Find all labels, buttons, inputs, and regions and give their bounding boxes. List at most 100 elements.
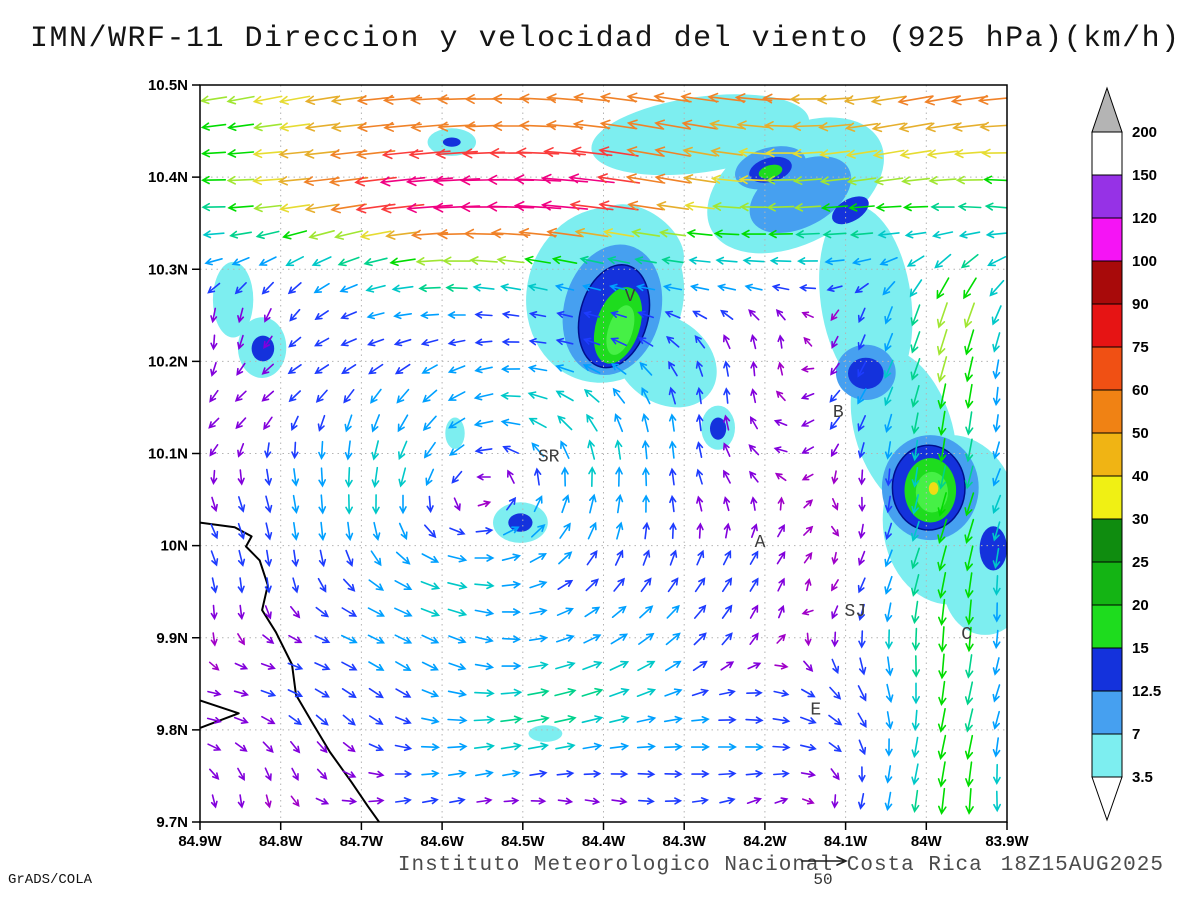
- wind-arrow: [964, 356, 974, 383]
- wind-arrow: [983, 175, 1007, 185]
- wind-arrow: [694, 577, 706, 593]
- wind-arrow: [559, 522, 571, 539]
- wind-arrow: [459, 175, 508, 186]
- wind-arrow: [911, 600, 920, 625]
- wind-arrow: [734, 93, 773, 104]
- wind-arrow: [572, 119, 611, 130]
- colorbar-band: [1091, 346, 1123, 391]
- wind-arrow: [260, 689, 277, 697]
- colorbar-label: 20: [1132, 597, 1149, 614]
- wind-arrow: [712, 202, 742, 211]
- colorbar-label: 100: [1132, 253, 1157, 270]
- plot-border: [199, 84, 1008, 823]
- wind-arrow: [474, 365, 493, 374]
- wind-arrow: [637, 770, 656, 778]
- wind-arrow: [315, 389, 328, 403]
- wind-arrow: [965, 411, 974, 436]
- wind-arrow: [474, 446, 493, 454]
- wind-arrow: [937, 708, 947, 733]
- wind-arrow: [372, 494, 380, 515]
- wind-arrow: [354, 176, 397, 187]
- colorbar-band: [1091, 389, 1123, 434]
- wind-arrow: [210, 523, 219, 540]
- y-axis-label: 10.4N: [148, 169, 188, 186]
- wind-arrow: [799, 284, 817, 292]
- wind-arrow: [488, 148, 533, 159]
- wind-arrow: [635, 283, 656, 292]
- colorbar-band: [1091, 518, 1123, 563]
- wind-arrow: [800, 743, 817, 752]
- colorbar-label: 12.5: [1132, 683, 1161, 700]
- wind-arrow: [721, 632, 733, 646]
- wind-arrow: [696, 549, 705, 566]
- wind-arrow: [964, 734, 974, 760]
- wind-arrow: [368, 743, 385, 752]
- wind-arrow: [993, 790, 1001, 813]
- shaded-region: [835, 344, 896, 400]
- wind-arrow: [234, 282, 247, 295]
- wind-arrow: [801, 446, 815, 454]
- wind-arrow: [691, 716, 710, 724]
- wind-arrow: [828, 742, 842, 753]
- wind-arrow: [264, 442, 272, 459]
- wind-arrow: [432, 175, 481, 186]
- wind-arrow: [524, 255, 551, 265]
- wind-arrow: [654, 173, 691, 184]
- wind-arrow: [696, 522, 704, 539]
- wind-arrow: [368, 661, 385, 671]
- wind-arrow: [363, 257, 388, 267]
- wind-arrow: [447, 365, 466, 374]
- y-axis-label: 9.8N: [156, 722, 188, 739]
- shaded-region: [508, 513, 533, 532]
- shaded-region: [442, 137, 461, 147]
- wind-arrow: [264, 308, 272, 323]
- wind-arrow: [751, 523, 758, 538]
- wind-arrow: [749, 604, 759, 619]
- wind-arrow: [964, 545, 974, 572]
- station-label: E: [810, 701, 821, 721]
- wind-arrow: [315, 606, 330, 618]
- wind-arrow: [237, 334, 244, 351]
- shaded-region: [593, 287, 643, 364]
- wind-arrow: [749, 632, 759, 645]
- wind-arrow: [367, 634, 386, 644]
- wind-arrow: [985, 230, 1007, 239]
- wind-arrow: [291, 549, 299, 568]
- wind-arrow: [626, 146, 665, 157]
- wind-arrow: [775, 390, 786, 402]
- wind-arrow: [911, 412, 920, 435]
- wind-arrow: [561, 466, 569, 487]
- wind-arrow: [930, 202, 955, 212]
- wind-arrow: [368, 797, 385, 805]
- wind-arrow: [500, 365, 521, 373]
- wind-arrow: [394, 634, 413, 644]
- wind-arrow: [264, 577, 272, 594]
- wind-arrow: [343, 578, 356, 592]
- wind-arrow: [420, 339, 439, 347]
- wind-arrow: [602, 228, 635, 238]
- colorbar-label: 7: [1132, 726, 1140, 743]
- wind-arrow: [476, 473, 491, 481]
- wind-arrow: [379, 176, 426, 187]
- wind-arrow: [818, 122, 851, 132]
- wind-arrow: [668, 360, 678, 377]
- wind-arrow: [745, 743, 764, 751]
- wind-arrow: [885, 495, 893, 514]
- wind-arrow: [830, 443, 840, 458]
- wind-arrow: [486, 174, 535, 185]
- wind-arrow: [291, 441, 299, 460]
- wind-arrow: [653, 92, 692, 103]
- wind-arrow: [717, 743, 737, 751]
- wind-arrow: [989, 279, 1005, 297]
- wind-arrow: [858, 523, 866, 540]
- wind-arrow: [554, 688, 577, 697]
- wind-arrow: [437, 94, 476, 105]
- wind-arrow: [654, 146, 691, 157]
- shaded-region: [881, 435, 979, 541]
- wind-arrow: [858, 793, 866, 810]
- wind-arrow: [226, 149, 255, 158]
- wind-arrow: [410, 229, 449, 240]
- wind-arrow: [796, 257, 819, 265]
- wind-arrow: [680, 92, 719, 103]
- wind-arrow: [987, 256, 1007, 267]
